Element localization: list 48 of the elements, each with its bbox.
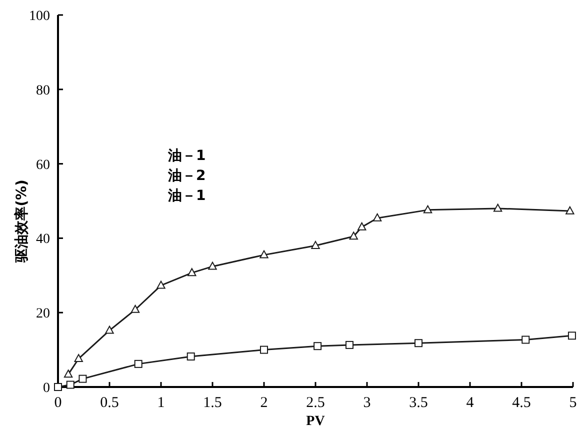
annotation: 油－1 xyxy=(167,188,206,204)
point xyxy=(78,374,87,383)
x-tick-label: 5 xyxy=(569,395,577,411)
point xyxy=(105,326,114,334)
x-tick-label: 4 xyxy=(466,395,474,411)
point xyxy=(130,304,140,313)
x-tick-label: 4.5 xyxy=(512,395,531,411)
point xyxy=(64,370,73,378)
point xyxy=(260,346,268,354)
point xyxy=(358,222,366,230)
point xyxy=(349,232,358,240)
point xyxy=(156,280,166,289)
y-tick-label: 80 xyxy=(36,83,50,98)
point xyxy=(74,354,83,362)
point xyxy=(372,213,382,222)
point xyxy=(208,262,217,270)
point xyxy=(423,205,432,214)
x-tick-label: 0 xyxy=(54,395,62,411)
y-tick-label: 60 xyxy=(36,158,50,173)
point xyxy=(134,360,142,368)
x-tick-label: 1.5 xyxy=(203,395,222,411)
x-tick-label: 3 xyxy=(363,395,371,411)
point xyxy=(186,352,195,360)
annotation: 油－1 xyxy=(167,148,206,164)
x-tick-label: 1 xyxy=(157,395,165,411)
y-tick-label: 40 xyxy=(36,232,50,248)
point xyxy=(54,383,62,391)
point xyxy=(311,240,320,249)
annotation: 油－2 xyxy=(167,168,206,184)
x-tick-label: 2 xyxy=(260,395,268,411)
x-tick-label: 3.5 xyxy=(409,395,428,411)
point xyxy=(566,206,574,214)
y-tick-label: 100 xyxy=(29,9,50,24)
point xyxy=(260,250,268,258)
y-axis-title: 驱油效率(%) xyxy=(13,180,30,264)
point xyxy=(414,339,422,348)
point xyxy=(568,332,576,340)
point xyxy=(66,380,74,389)
point xyxy=(188,268,196,276)
x-tick-label: 2.5 xyxy=(306,395,325,411)
x-axis-title: PV xyxy=(306,414,325,429)
point xyxy=(522,336,530,344)
y-tick-label: 0 xyxy=(43,381,50,396)
point xyxy=(314,342,322,350)
point xyxy=(345,340,354,349)
x-tick-label: 0.5 xyxy=(100,395,119,411)
y-tick-label: 20 xyxy=(36,306,50,322)
point xyxy=(493,204,502,212)
